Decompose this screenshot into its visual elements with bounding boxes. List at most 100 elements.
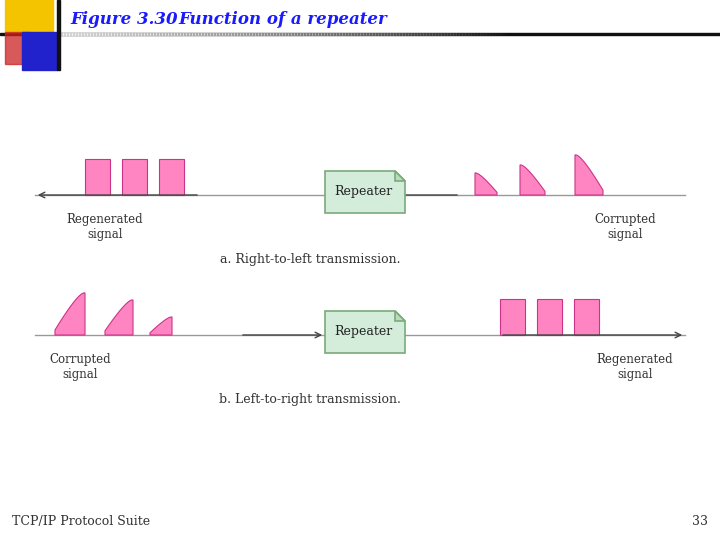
Bar [84,32,87,35]
Bar [147,32,150,35]
Bar [93,32,96,35]
Bar [462,32,465,35]
Bar [339,32,342,35]
Bar [22,32,57,70]
Bar [574,299,599,335]
Bar [159,32,162,35]
Bar [537,299,562,335]
Bar [114,32,117,35]
Bar [366,32,369,35]
Bar [69,32,72,35]
Bar [456,32,459,35]
Bar [606,32,609,35]
Bar [390,32,393,35]
Polygon shape [575,155,603,195]
Bar [72,32,75,35]
Bar [327,32,330,35]
Bar [393,32,396,35]
Bar [402,32,405,35]
Bar [252,32,255,35]
Bar [618,32,621,35]
Bar [111,32,114,35]
Bar [558,32,561,35]
Bar [414,32,417,35]
Bar [291,32,294,35]
Bar [258,32,261,35]
Bar [459,32,462,35]
Bar [174,32,177,35]
Bar [243,32,246,35]
Polygon shape [395,311,405,321]
Bar [108,32,111,35]
Bar [249,32,252,35]
Bar [507,32,510,35]
Bar [87,32,90,35]
Bar [333,32,336,35]
Bar [624,32,627,35]
Bar [501,32,504,35]
Bar [144,32,147,35]
Bar [183,32,186,35]
Bar [162,32,165,35]
Bar [285,32,288,35]
Bar [264,32,267,35]
Bar [330,32,333,35]
Bar [78,32,81,35]
Bar [300,32,303,35]
Bar [609,32,612,35]
Bar [75,32,78,35]
Bar [312,32,315,35]
Bar [216,32,219,35]
Bar [360,32,363,35]
Bar [528,32,531,35]
Bar [126,32,129,35]
Bar [90,32,93,35]
Bar [342,32,345,35]
Bar [636,32,639,35]
Bar [237,32,240,35]
Bar [594,32,597,35]
Bar [498,32,501,35]
Bar [123,32,126,35]
Bar [135,32,138,35]
Bar [495,32,498,35]
Bar [543,32,546,35]
Bar [423,32,426,35]
Bar [582,32,585,35]
Bar [651,32,654,35]
Bar [522,32,525,35]
Bar [345,32,348,35]
Bar [5,32,30,64]
Bar [120,32,123,35]
Bar [189,32,192,35]
Bar [222,32,225,35]
Bar [180,32,183,35]
Bar [153,32,156,35]
Bar [201,32,204,35]
Bar [102,32,105,35]
Bar [525,32,528,35]
Bar [420,32,423,35]
Bar [309,32,312,35]
Bar [603,32,606,35]
Bar [171,32,174,35]
Bar [579,32,582,35]
Bar [510,32,513,35]
Bar [654,32,657,35]
Bar [57,0,60,70]
Bar [156,32,159,35]
Bar [234,32,237,35]
Bar [177,32,180,35]
Bar [63,32,66,35]
Bar [210,32,213,35]
Text: 33: 33 [692,515,708,528]
Bar [240,32,243,35]
Bar [306,32,309,35]
Bar [279,32,282,35]
Polygon shape [325,311,405,353]
Bar [480,32,483,35]
Bar [492,32,495,35]
Bar [219,32,222,35]
Bar [411,32,414,35]
Bar [282,32,285,35]
